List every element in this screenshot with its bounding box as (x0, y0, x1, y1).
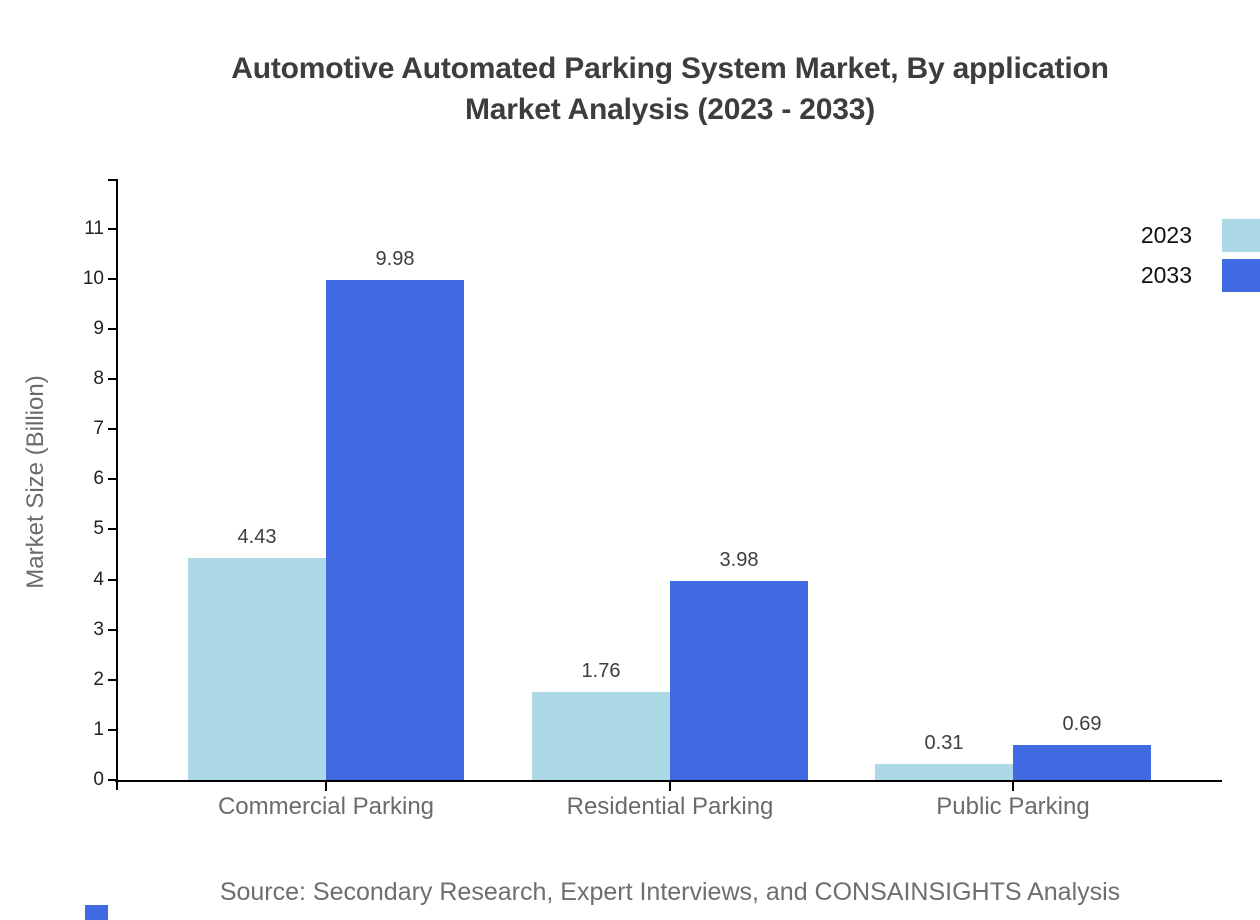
bar-2023-public-parking (875, 764, 1013, 780)
bar-value-label: 0.69 (1062, 713, 1102, 736)
y-tick (108, 277, 116, 280)
bar-2033-commercial-parking (326, 279, 464, 780)
y-tick-label: 7 (93, 418, 104, 440)
y-tick (108, 578, 116, 581)
y-tick (108, 378, 116, 381)
legend-item-2023: 2023 (1141, 219, 1260, 252)
y-tick-label: 11 (84, 217, 104, 239)
x-axis-spine (115, 780, 1222, 782)
bar-value-label: 4.43 (237, 525, 277, 548)
bar-value-label: 1.76 (581, 659, 621, 682)
y-tick (108, 678, 116, 681)
x-tick (669, 782, 671, 791)
y-tick-label: 8 (93, 368, 104, 390)
y-tick (108, 227, 116, 230)
chart-title-line1: Automotive Automated Parking System Mark… (231, 52, 1109, 85)
y-tick-label: 9 (93, 317, 104, 339)
legend-label-2023: 2023 (1140, 222, 1192, 248)
x-tick (1012, 782, 1014, 791)
category-label-public-parking: Public Parking (936, 793, 1090, 820)
chart-title-line2: Market Analysis (2023 - 2033) (465, 93, 875, 126)
y-tick (108, 428, 116, 431)
bar-value-label: 0.31 (924, 732, 964, 755)
bar-2023-commercial-parking (188, 557, 326, 780)
bar-value-label: 9.98 (375, 247, 415, 270)
bar-2023-residential-parking (532, 691, 670, 780)
category-label-residential-parking: Residential Parking (566, 793, 774, 820)
y-tick (108, 528, 116, 531)
chart-title: Automotive Automated Parking System Mark… (80, 48, 1260, 130)
category-label-commercial-parking: Commercial Parking (217, 793, 435, 820)
source-note: Source: Secondary Research, Expert Inter… (219, 878, 1121, 906)
y-tick-label: 1 (93, 718, 104, 740)
y-tick (108, 628, 116, 631)
y-tick-label: 2 (93, 668, 104, 690)
y-tick (108, 327, 116, 330)
y-tick-label: 4 (93, 568, 104, 590)
bar-2033-residential-parking (670, 580, 808, 780)
x-tick (325, 782, 327, 791)
y-tick-label: 6 (93, 468, 104, 490)
y-tick-label: 3 (93, 618, 104, 640)
y-tick-label: 5 (93, 518, 104, 540)
y-tick-label: 10 (82, 267, 104, 289)
legend: 2023 2033 (1141, 219, 1260, 299)
y-tick-label: 0 (93, 769, 104, 790)
y-tick (108, 728, 116, 731)
y-axis-top-tick (108, 179, 116, 181)
y-axis-spine (116, 179, 118, 790)
legend-label-2033: 2033 (1140, 262, 1192, 288)
legend-swatch-2023 (1222, 219, 1260, 252)
corner-logo-fragment (85, 905, 108, 920)
y-tick (108, 779, 116, 781)
legend-swatch-2033 (1222, 259, 1260, 292)
bar-value-label: 3.98 (719, 548, 759, 571)
y-tick (108, 478, 116, 481)
bar-2033-public-parking (1013, 745, 1151, 780)
legend-item-2033: 2033 (1141, 259, 1260, 292)
